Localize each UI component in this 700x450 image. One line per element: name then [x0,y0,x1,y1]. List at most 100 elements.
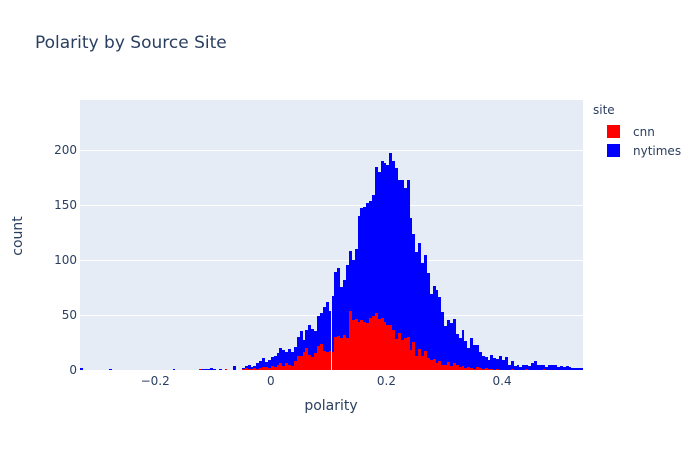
bar-cnn[interactable] [458,366,462,370]
bar-cnn[interactable] [265,366,268,370]
bar-nytimes[interactable] [285,352,289,364]
bar-nytimes[interactable] [493,357,497,370]
bar-cnn[interactable] [288,364,292,370]
bar-nytimes[interactable] [525,364,529,369]
bar-nytimes[interactable] [554,364,557,370]
bar-cnn[interactable] [441,364,445,370]
bar-nytimes[interactable] [490,354,494,369]
bar-cnn[interactable] [406,336,410,370]
bar-nytimes[interactable] [282,350,286,366]
bar-nytimes[interactable] [571,367,575,370]
bar-nytimes[interactable] [369,201,372,319]
bar-nytimes[interactable] [204,368,208,370]
bar-nytimes[interactable] [464,341,468,368]
bar-nytimes[interactable] [455,333,459,365]
bar-cnn[interactable] [450,365,453,370]
bar-nytimes[interactable] [406,180,410,337]
bar-nytimes[interactable] [418,243,422,350]
bar-nytimes[interactable] [438,297,442,362]
bar-nytimes[interactable] [435,289,439,364]
bar-cnn[interactable] [343,334,346,370]
bar-cnn[interactable] [348,310,352,370]
bar-cnn[interactable] [360,320,364,370]
bar-nytimes[interactable] [322,307,326,352]
bar-cnn[interactable] [317,345,320,370]
bar-nytimes[interactable] [288,349,292,365]
bar-cnn[interactable] [319,343,323,370]
bar-nytimes[interactable] [545,366,549,370]
bar-nytimes[interactable] [308,324,312,355]
bar-nytimes[interactable] [528,365,531,370]
bar-cnn[interactable] [525,368,529,370]
bar-nytimes[interactable] [484,356,488,368]
bar-nytimes[interactable] [559,365,563,370]
bar-cnn[interactable] [473,368,477,370]
bar-nytimes[interactable] [305,330,309,348]
bar-nytimes[interactable] [256,363,260,369]
bar-nytimes[interactable] [426,273,430,358]
bar-nytimes[interactable] [409,217,413,351]
bar-nytimes[interactable] [279,347,283,364]
bar-cnn[interactable] [314,353,318,370]
bar-cnn[interactable] [253,367,257,370]
bar-cnn[interactable] [484,367,488,370]
bar-cnn[interactable] [470,367,474,370]
bar-nytimes[interactable] [299,331,303,356]
bar-nytimes[interactable] [556,366,560,370]
bar-cnn[interactable] [424,351,427,370]
bar-nytimes[interactable] [542,364,546,369]
bar-nytimes[interactable] [536,364,540,370]
bar-nytimes[interactable] [447,320,451,363]
bar-nytimes[interactable] [470,338,474,368]
bar-cnn[interactable] [331,352,335,370]
bar-cnn[interactable] [250,368,254,370]
bar-nytimes[interactable] [212,368,216,370]
bar-nytimes[interactable] [395,168,398,340]
bar-cnn[interactable] [380,318,384,370]
bar-cnn[interactable] [487,368,491,370]
bar-cnn[interactable] [299,355,303,370]
legend-item-nytimes[interactable]: nytimes [607,141,681,160]
bar-cnn[interactable] [455,364,459,370]
bar-nytimes[interactable] [522,364,526,370]
bar-cnn[interactable] [363,321,367,370]
bar-nytimes[interactable] [568,366,572,370]
bar-nytimes[interactable] [291,352,294,366]
bar-cnn[interactable] [308,354,312,370]
bar-cnn[interactable] [351,320,355,370]
bar-nytimes[interactable] [504,356,508,370]
bar-cnn[interactable] [247,368,251,370]
bar-nytimes[interactable] [334,271,338,337]
bar-nytimes[interactable] [296,336,300,356]
bar-cnn[interactable] [464,367,468,370]
bar-nytimes[interactable] [389,152,393,325]
bar-nytimes[interactable] [473,344,477,369]
bar-nytimes[interactable] [386,165,390,325]
bar-cnn[interactable] [291,365,294,370]
bar-nytimes[interactable] [210,367,213,370]
bar-nytimes[interactable] [374,167,378,313]
bar-cnn[interactable] [481,368,485,370]
bar-nytimes[interactable] [250,366,254,369]
bar-nytimes[interactable] [314,331,318,354]
bar-nytimes[interactable] [548,364,552,370]
bar-cnn[interactable] [273,366,277,370]
bar-nytimes[interactable] [345,265,349,339]
bar-nytimes[interactable] [519,366,523,370]
bar-nytimes[interactable] [172,368,176,370]
bar-nytimes[interactable] [325,301,329,353]
bar-cnn[interactable] [461,365,465,370]
bar-nytimes[interactable] [265,362,268,367]
bar-nytimes[interactable] [481,355,485,369]
bar-cnn[interactable] [345,338,349,370]
bar-nytimes[interactable] [262,357,265,367]
bar-cnn[interactable] [435,363,439,370]
bar-nytimes[interactable] [253,365,257,368]
plot-area[interactable] [80,100,583,370]
bar-cnn[interactable] [357,321,361,370]
bar-cnn[interactable] [452,363,456,370]
bar-nytimes[interactable] [577,367,581,370]
bar-nytimes[interactable] [241,367,245,369]
bar-nytimes[interactable] [259,361,263,368]
bar-nytimes[interactable] [574,367,578,370]
